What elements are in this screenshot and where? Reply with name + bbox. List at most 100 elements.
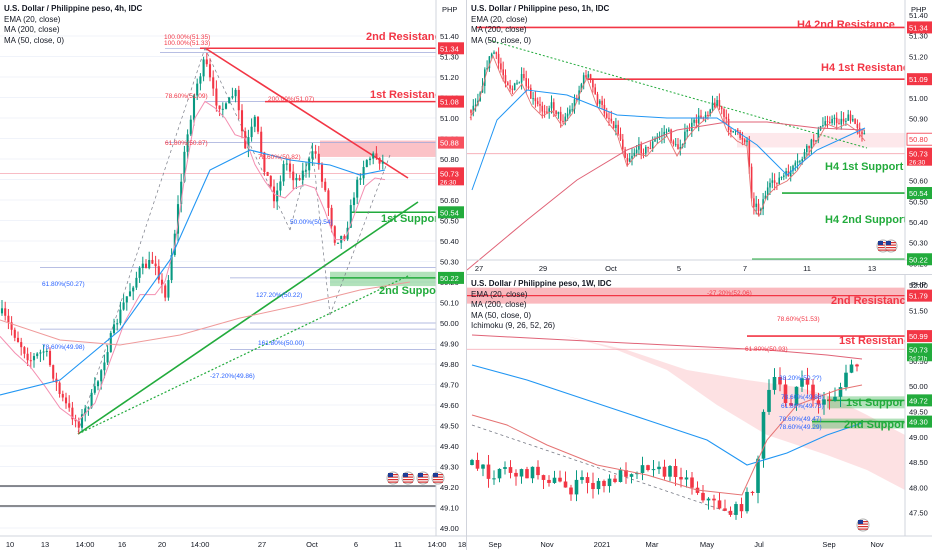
candle-body — [679, 476, 683, 480]
candle-body — [810, 139, 813, 149]
candle-body — [148, 259, 151, 269]
candle-body — [486, 68, 488, 70]
candle-body — [29, 360, 32, 362]
panel-divider-vertical[interactable] — [466, 0, 467, 550]
candle-body — [642, 153, 645, 155]
candle-body — [852, 118, 854, 121]
y-tick-label: 51.50 — [909, 306, 928, 315]
us-flag-stripe — [878, 249, 888, 251]
candle-body — [253, 116, 256, 127]
level-h4-1st-resistance-tag-bg — [907, 73, 932, 86]
candle-body — [668, 466, 672, 477]
candle-body — [547, 479, 551, 483]
last-price-tag: 50.73 — [909, 345, 928, 354]
candle-body — [470, 459, 474, 465]
us-flag-canton — [886, 241, 891, 245]
chart-canvas-1w[interactable]: -27.20%(52.06) 78.60%(51.53) 61.80%(50.93)… — [467, 275, 932, 550]
candle-body — [700, 115, 702, 118]
legend-1h: U.S. Dollar / Philippine peso, 1h, IDC E… — [471, 4, 609, 46]
candle-body — [151, 259, 154, 264]
candle-body — [557, 111, 560, 115]
y-tick-label: 51.20 — [440, 73, 459, 82]
candle-body — [292, 171, 295, 181]
candle-body — [626, 157, 629, 162]
candle-body — [215, 88, 218, 106]
level-h4-1st-resistance-tag: 51.09 — [909, 75, 928, 84]
candle-body — [311, 151, 314, 159]
candle-body — [576, 99, 578, 101]
x-tick-label: Oct — [306, 540, 319, 549]
candle-body — [679, 146, 682, 150]
candle-body — [863, 132, 866, 135]
x-tick-label: Nov — [540, 540, 554, 549]
candle-body — [170, 255, 173, 281]
candle-body — [789, 403, 793, 406]
candle-body — [833, 396, 837, 401]
candle-body — [154, 263, 157, 267]
panel-divider-horizontal[interactable] — [467, 274, 932, 275]
candle-body — [474, 104, 477, 106]
ema-line — [0, 100, 386, 423]
y-tick-label: 52.00 — [909, 281, 928, 290]
fib-label: 127.20%(50.22) — [256, 292, 302, 299]
level-1st-support-tag: 49.72 — [909, 396, 928, 405]
level-label: H4 2nd Support — [825, 214, 907, 226]
fib-label: 38.20%(50.??) — [779, 375, 822, 382]
y-tick-label: 51.00 — [909, 94, 928, 103]
level-2nd-resistance-tag-bg — [438, 42, 464, 55]
candle-body — [835, 117, 838, 124]
candle-body — [539, 104, 541, 106]
fib-label: 61.80%(49.73) — [781, 403, 824, 410]
candle-body — [327, 190, 330, 208]
candle-body — [555, 110, 557, 115]
x-tick-label: 14:00 — [428, 540, 447, 549]
candle-body — [0, 308, 4, 314]
candle-body — [320, 164, 324, 182]
legend-1w: U.S. Dollar / Philippine peso, 1W, IDC E… — [471, 279, 611, 332]
candle-body — [783, 175, 785, 177]
candle-body — [725, 116, 728, 119]
chart-panel-1w[interactable]: -27.20%(52.06) 78.60%(51.53) 61.80%(50.93)… — [467, 275, 932, 550]
candle-body — [192, 95, 196, 120]
candle-body — [635, 149, 638, 153]
candle-body — [720, 106, 723, 110]
chart-canvas-4h[interactable]: 100.00%(51.35)100.00%(51.33) 78.60%(51.09… — [0, 0, 466, 550]
candle-body — [532, 98, 534, 100]
level-label: 2nd Resistance — [366, 31, 447, 43]
candle-body — [613, 478, 617, 482]
level-h4-2nd-resistance-tag: 51.34 — [909, 23, 928, 32]
candle-body — [375, 153, 378, 158]
candle-body — [288, 163, 292, 172]
ema-line — [471, 384, 863, 496]
candle-body — [308, 158, 311, 171]
candle-body — [536, 101, 539, 105]
chart-canvas-1h[interactable]: H4 2nd Resistance H4 1st Resistance H4 1st… — [467, 0, 932, 274]
x-tick-label: 27 — [258, 540, 266, 549]
candle-body — [13, 329, 16, 338]
candle-body — [546, 111, 548, 113]
y-tick-label: 49.30 — [440, 463, 459, 472]
pattern-line — [471, 424, 738, 516]
candle-body — [330, 207, 333, 227]
candle-body — [582, 75, 585, 85]
ma200-line — [471, 364, 863, 466]
candle-body — [716, 100, 718, 108]
candle-body — [856, 123, 859, 128]
chart-panel-1h[interactable]: H4 2nd Resistance H4 1st Resistance H4 1st… — [467, 0, 932, 274]
candle-body — [96, 381, 100, 387]
chart-panel-4h[interactable]: 100.00%(51.35) 100.00%(51.33) 78.60%(51.09… — [0, 0, 466, 550]
candle-body — [492, 478, 496, 480]
candle-body — [686, 129, 688, 132]
y-tick-label: 51.30 — [909, 32, 928, 41]
y-tick-label: 49.00 — [440, 524, 459, 533]
x-tick-label: May — [700, 540, 714, 549]
candle-body — [589, 74, 592, 79]
candle-body — [495, 52, 498, 54]
candle-body — [730, 130, 732, 132]
candle-body — [250, 126, 253, 138]
y-tick-label: 49.20 — [440, 483, 459, 492]
candle-body — [52, 365, 55, 379]
last-price-countdown: 26:30 — [440, 179, 457, 186]
y-tick-label: 49.50 — [440, 422, 459, 431]
fib-label: -27.20%(49.86) — [210, 373, 255, 380]
